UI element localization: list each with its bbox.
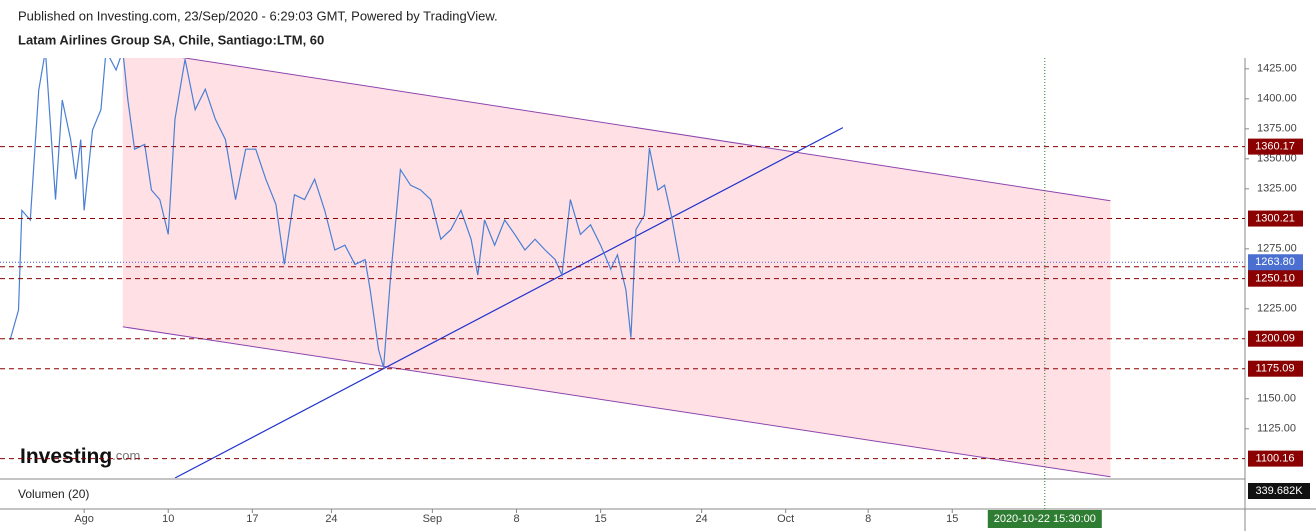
level-label: 1100.16 <box>1256 453 1295 465</box>
date-marker-tag <box>987 510 1102 528</box>
level-label: 1250.10 <box>1255 273 1295 285</box>
plot-area <box>9 58 1111 478</box>
channel-line <box>181 58 1111 202</box>
trend-line <box>174 127 844 478</box>
x-tick-label: 24 <box>695 513 707 525</box>
y-tick-label: 1225.00 <box>1257 303 1297 315</box>
symbol-title: Latam Airlines Group SA, Chile, Santiago… <box>18 32 324 47</box>
y-tick-label: 1425.00 <box>1257 63 1297 75</box>
date-marker-label: 2020-10-22 15:30:00 <box>994 513 1096 525</box>
x-tick-label: 8 <box>513 513 519 525</box>
y-tick-label: 1400.00 <box>1257 93 1297 105</box>
volume-last-label: 339.682K <box>1255 485 1303 497</box>
x-tick-label: Sep <box>423 513 443 525</box>
y-tick-label: 1375.00 <box>1257 123 1297 135</box>
published-note: Published on Investing.com, 23/Sep/2020 … <box>18 8 498 23</box>
logo-suffix: .com <box>112 448 140 463</box>
volume-tag <box>1248 483 1310 499</box>
volume-label: Volumen (20) <box>18 487 89 501</box>
level-label: 1300.21 <box>1255 212 1295 224</box>
x-tick-label: Ago <box>74 513 94 525</box>
y-tick-label: 1350.00 <box>1257 153 1297 165</box>
level-tag <box>1248 270 1303 287</box>
level-tag <box>1248 138 1303 155</box>
price-line <box>9 58 681 368</box>
level-tag <box>1248 210 1303 227</box>
last-price-tag <box>1248 254 1303 271</box>
level-tag <box>1248 360 1303 377</box>
x-tick-label: 8 <box>865 513 871 525</box>
x-tick-label: 17 <box>246 513 258 525</box>
logo: Investing.com <box>20 445 140 468</box>
channel-line <box>122 326 1111 478</box>
y-tick-label: 1150.00 <box>1257 393 1296 405</box>
x-tick-label: Oct <box>777 513 794 525</box>
x-tick-label: 15 <box>595 513 607 525</box>
y-tick-label: 1125.00 <box>1257 423 1296 435</box>
x-tick-label: 10 <box>162 513 174 525</box>
level-tag <box>1248 330 1303 347</box>
y-tick-label: 1275.00 <box>1257 243 1297 255</box>
logo-name: Investing <box>20 445 112 468</box>
last-price-label: 1263.80 <box>1255 256 1295 268</box>
level-tag <box>1248 450 1303 467</box>
y-tick-label: 1325.00 <box>1257 183 1297 195</box>
level-label: 1175.09 <box>1256 363 1295 375</box>
level-label: 1360.17 <box>1255 141 1295 153</box>
level-label: 1200.09 <box>1255 333 1295 345</box>
x-tick-label: 24 <box>325 513 337 525</box>
x-tick-label: 15 <box>946 513 958 525</box>
